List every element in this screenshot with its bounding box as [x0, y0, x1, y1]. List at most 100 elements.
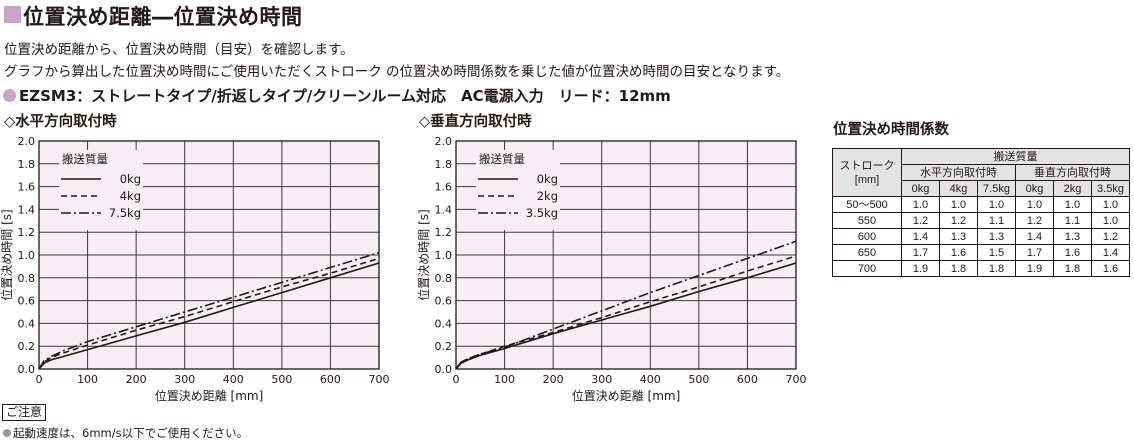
plot-frame [38, 140, 380, 370]
x-tick-label: 100 [494, 373, 515, 386]
table-row: 550 1.2 1.2 1.1 1.2 1.1 1.0 [832, 212, 1130, 229]
table-row: 650 1.7 1.6 1.5 1.7 1.6 1.4 [832, 244, 1130, 261]
coefficient-cell: 1.6 [939, 244, 978, 261]
y-tick-label: 1.8 [18, 158, 36, 171]
coefficient-cell: 1.0 [1091, 212, 1130, 229]
x-tick-label: 400 [223, 373, 244, 386]
y-tick-label: 1.4 [18, 203, 36, 216]
stroke-header: ストローク [mm] [832, 148, 902, 197]
series-line [455, 240, 797, 370]
model-bullet-icon [3, 89, 16, 102]
coefficient-cell: 1.6 [1053, 244, 1092, 261]
group-header-vertical: 垂直方向取付時 [1015, 164, 1130, 181]
stroke-cell: 50～500 [832, 196, 902, 213]
column-header: 0kg [1015, 180, 1054, 197]
coefficient-cell: 1.2 [939, 212, 978, 229]
stroke-header-label: ストローク [839, 159, 895, 172]
y-tick-label: 0.0 [435, 363, 453, 376]
coefficient-cell: 1.3 [977, 228, 1016, 245]
column-header-row: 0kg 4kg 7.5kg 0kg 2kg 3.5kg [833, 180, 1130, 197]
coefficient-cell: 1.8 [1053, 260, 1092, 277]
plot-frame [455, 140, 797, 370]
table-row: 700 1.9 1.8 1.8 1.9 1.8 1.6 [832, 260, 1130, 277]
coefficient-cell: 1.1 [1053, 212, 1092, 229]
coefficient-cell: 1.7 [901, 244, 940, 261]
notice-text: 起動速度は、6mm/s以下でご使用ください。 [13, 426, 249, 440]
y-tick-label: 0.0 [18, 363, 36, 376]
group-header-horizontal: 水平方向取付時 [901, 164, 1016, 181]
coefficient-cell: 1.8 [977, 260, 1016, 277]
x-tick-label: 600 [320, 373, 341, 386]
y-tick-label: 0.2 [435, 340, 453, 353]
x-tick-label: 500 [271, 373, 292, 386]
y-tick-label: 0.6 [18, 295, 36, 308]
legend-background [59, 150, 143, 230]
coefficient-cell: 1.3 [1053, 228, 1092, 245]
coefficient-cell: 1.1 [977, 212, 1016, 229]
series-line [455, 262, 797, 370]
column-header: 7.5kg [977, 180, 1016, 197]
coefficient-cell: 1.9 [901, 260, 940, 277]
coefficient-cell: 1.3 [939, 228, 978, 245]
y-tick-label: 0.8 [18, 272, 36, 285]
legend-entry: 2kg [537, 189, 558, 203]
y-tick-label: 1.8 [435, 158, 453, 171]
horizontal-chart-caption: ◇水平方向取付時 [4, 114, 117, 130]
coefficient-cell: 1.8 [939, 260, 978, 277]
stroke-cell: 550 [832, 212, 902, 229]
column-header: 0kg [901, 180, 940, 197]
y-tick-label: 1.6 [18, 181, 36, 194]
y-tick-label: 0.6 [435, 295, 453, 308]
legend-entry: 7.5kg [109, 206, 141, 220]
legend-background [476, 150, 560, 230]
coefficient-cell: 1.4 [1015, 228, 1054, 245]
x-tick-label: 300 [174, 373, 195, 386]
legend-entry: 0kg [537, 172, 558, 186]
x-axis-label: 位置決め距離 [mm] [155, 388, 264, 403]
legend-entry: 4kg [120, 189, 141, 203]
stroke-header-unit: [mm] [854, 173, 880, 186]
y-tick-label: 1.0 [18, 249, 36, 262]
x-tick-label: 700 [786, 373, 807, 386]
y-tick-label: 0.8 [435, 272, 453, 285]
y-tick-label: 1.6 [435, 181, 453, 194]
y-tick-label: 1.2 [435, 226, 453, 239]
series-line [38, 262, 380, 370]
coefficient-cell: 1.4 [1091, 244, 1130, 261]
coefficient-cell: 1.6 [1091, 260, 1130, 277]
coefficient-cell: 1.2 [1091, 228, 1130, 245]
series-line [38, 251, 380, 370]
model-code: EZSM3 [19, 87, 77, 105]
coefficient-cell: 1.9 [1015, 260, 1054, 277]
coefficient-cell: 1.0 [977, 196, 1016, 213]
column-header: 3.5kg [1091, 180, 1130, 197]
coefficient-cell: 1.2 [901, 212, 940, 229]
notice-bullet-icon [3, 429, 11, 437]
y-tick-label: 1.4 [435, 203, 453, 216]
coefficient-cell: 1.0 [901, 196, 940, 213]
coefficient-cell: 1.0 [1015, 196, 1054, 213]
y-axis-label: 位置決め時間 [s] [416, 209, 431, 300]
y-tick-label: 1.0 [435, 249, 453, 262]
coefficient-table-caption: 位置決め時間係数 [833, 122, 949, 138]
y-tick-label: 0.4 [435, 317, 453, 330]
stroke-cell: 650 [832, 244, 902, 261]
model-spec-line: EZSM3：ストレートタイプ/折返しタイプ/クリーンルーム対応 AC電源入力 リ… [19, 85, 671, 106]
x-tick-label: 700 [369, 373, 390, 386]
column-header: 4kg [939, 180, 978, 197]
y-axis-label: 位置決め時間 [s] [0, 209, 14, 300]
table-row: 50～500 1.0 1.0 1.0 1.0 1.0 1.0 [832, 196, 1130, 213]
x-tick-label: 0 [36, 373, 43, 386]
coefficient-table: ストローク [mm] 搬送質量 水平方向取付時 垂直方向取付時 0kg 4kg 7.… [832, 148, 1130, 277]
coefficient-table-body: 50～500 1.0 1.0 1.0 1.0 1.0 1.0 550 1.2 1.2 1.1 1.2 1… [832, 196, 1130, 277]
coefficient-cell: 1.7 [1015, 244, 1054, 261]
description-line-2: グラフから算出した位置決め時間にご使用いただくストローク の位置決め時間係数を乗… [4, 64, 790, 80]
stroke-cell: 700 [832, 260, 902, 277]
coefficient-cell: 1.0 [1091, 196, 1130, 213]
y-tick-label: 2.0 [435, 135, 453, 148]
x-tick-label: 500 [688, 373, 709, 386]
legend-title: 搬送質量 [479, 152, 525, 166]
legend-entry: 3.5kg [526, 206, 558, 220]
y-tick-label: 2.0 [18, 135, 36, 148]
